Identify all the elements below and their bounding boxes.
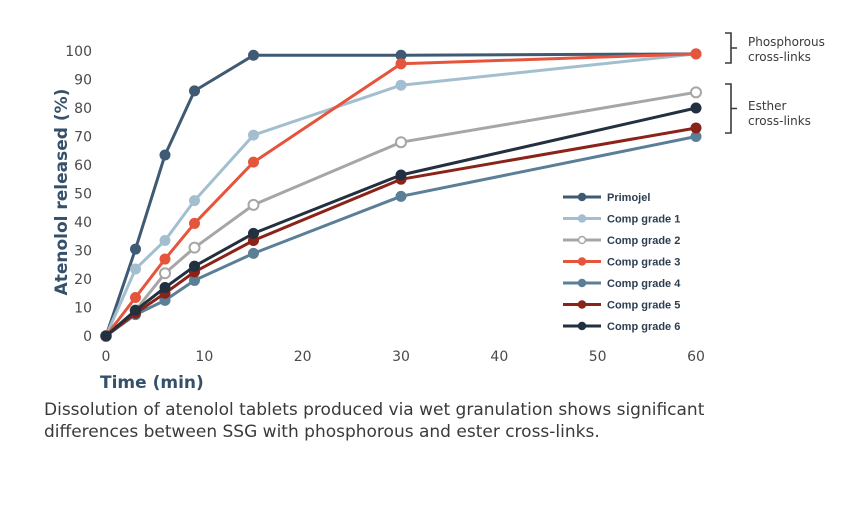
data-point	[189, 85, 200, 97]
y-tick-label: 80	[74, 101, 92, 117]
legend[interactable]: Primojel Comp grade 1 Comp grade 2 Comp gra…	[563, 192, 681, 333]
data-point	[130, 243, 141, 255]
x-tick-label: 40	[490, 349, 508, 365]
x-axis-title: Time (min)	[100, 373, 204, 393]
x-tick-label: 10	[195, 349, 213, 365]
data-point	[159, 267, 171, 280]
x-tick-label: 0	[102, 349, 111, 365]
y-tick-label: 30	[74, 244, 92, 260]
x-tick-label: 60	[687, 349, 705, 365]
legend-label: Comp grade 6	[607, 321, 680, 333]
legend-item[interactable]: Comp grade 3	[563, 257, 680, 269]
annotation-label: Esther	[748, 99, 787, 113]
legend-item[interactable]: Comp grade 4	[563, 278, 681, 290]
data-point	[248, 227, 259, 239]
data-point	[395, 190, 407, 202]
y-tick-label: 60	[74, 158, 92, 174]
legend-item[interactable]: Comp grade 6	[563, 321, 680, 333]
legend-swatch-marker	[577, 235, 587, 245]
x-tick-label: 30	[392, 349, 410, 365]
y-tick-label: 70	[74, 130, 92, 146]
legend-label: Comp grade 2	[607, 235, 680, 247]
y-tick-label: 100	[65, 44, 92, 60]
legend-item[interactable]: Comp grade 1	[563, 214, 680, 226]
legend-label: Primojel	[607, 192, 650, 204]
data-point	[690, 102, 702, 114]
y-tick-label: 20	[74, 272, 92, 288]
y-tick-label: 10	[74, 301, 92, 317]
data-point	[159, 149, 171, 161]
data-point	[690, 122, 702, 134]
x-tick-label: 50	[589, 349, 607, 365]
series-comp-grade-6	[100, 102, 702, 342]
data-point	[130, 304, 141, 316]
series-layer	[100, 48, 702, 342]
data-point	[130, 263, 141, 275]
annotation-label: cross-links	[748, 50, 811, 64]
legend-item[interactable]: Primojel	[563, 192, 650, 204]
y-tick-label: 50	[74, 187, 92, 203]
data-point	[189, 260, 200, 272]
data-point	[248, 129, 259, 141]
data-point	[159, 235, 171, 247]
y-tick-label: 90	[74, 73, 92, 89]
figure-caption: Dissolution of atenolol tablets produced…	[44, 400, 705, 442]
legend-label: Comp grade 4	[607, 278, 681, 290]
legend-swatch-marker	[577, 257, 587, 266]
data-point	[248, 49, 259, 61]
x-axis-ticks: 0 10 20 30 40 50 60	[102, 349, 705, 365]
data-point	[159, 282, 171, 294]
legend-swatch-marker	[577, 278, 587, 288]
data-point	[247, 198, 260, 211]
data-point	[100, 330, 112, 342]
legend-label: Comp grade 1	[607, 214, 680, 226]
x-tick-label: 20	[294, 349, 312, 365]
data-point	[188, 241, 201, 254]
y-axis-title: Atenolol released (%)	[52, 89, 72, 296]
data-point	[395, 58, 407, 70]
data-point	[189, 195, 200, 207]
legend-swatch-marker	[577, 300, 587, 309]
data-point	[690, 86, 702, 99]
dissolution-chart: 0 10 20 30 40 50 60 70 80 90 100 0 10 20 30 40 50 60 Ate…	[52, 32, 825, 393]
data-point	[395, 136, 407, 149]
data-point	[395, 169, 407, 181]
bracket-icon	[725, 83, 737, 134]
y-tick-label: 0	[83, 329, 92, 345]
data-point	[395, 79, 407, 91]
legend-swatch-marker	[577, 192, 587, 202]
y-tick-label: 40	[74, 215, 92, 231]
legend-label: Comp grade 5	[607, 300, 680, 312]
legend-item[interactable]: Comp grade 2	[563, 235, 680, 247]
data-point	[248, 247, 259, 259]
legend-swatch-marker	[577, 214, 587, 223]
legend-swatch-marker	[577, 321, 587, 331]
data-point	[189, 217, 200, 229]
bracket-icon	[725, 32, 737, 64]
legend-item[interactable]: Comp grade 5	[563, 300, 680, 312]
annotation-label: Phosphorous	[748, 35, 825, 49]
annotation-label: cross-links	[748, 114, 811, 128]
data-point	[690, 48, 702, 60]
data-point	[159, 253, 171, 265]
y-axis-ticks: 0 10 20 30 40 50 60 70 80 90 100	[65, 44, 92, 345]
legend-label: Comp grade 3	[607, 257, 680, 269]
data-point	[130, 292, 141, 304]
data-point	[248, 156, 259, 168]
